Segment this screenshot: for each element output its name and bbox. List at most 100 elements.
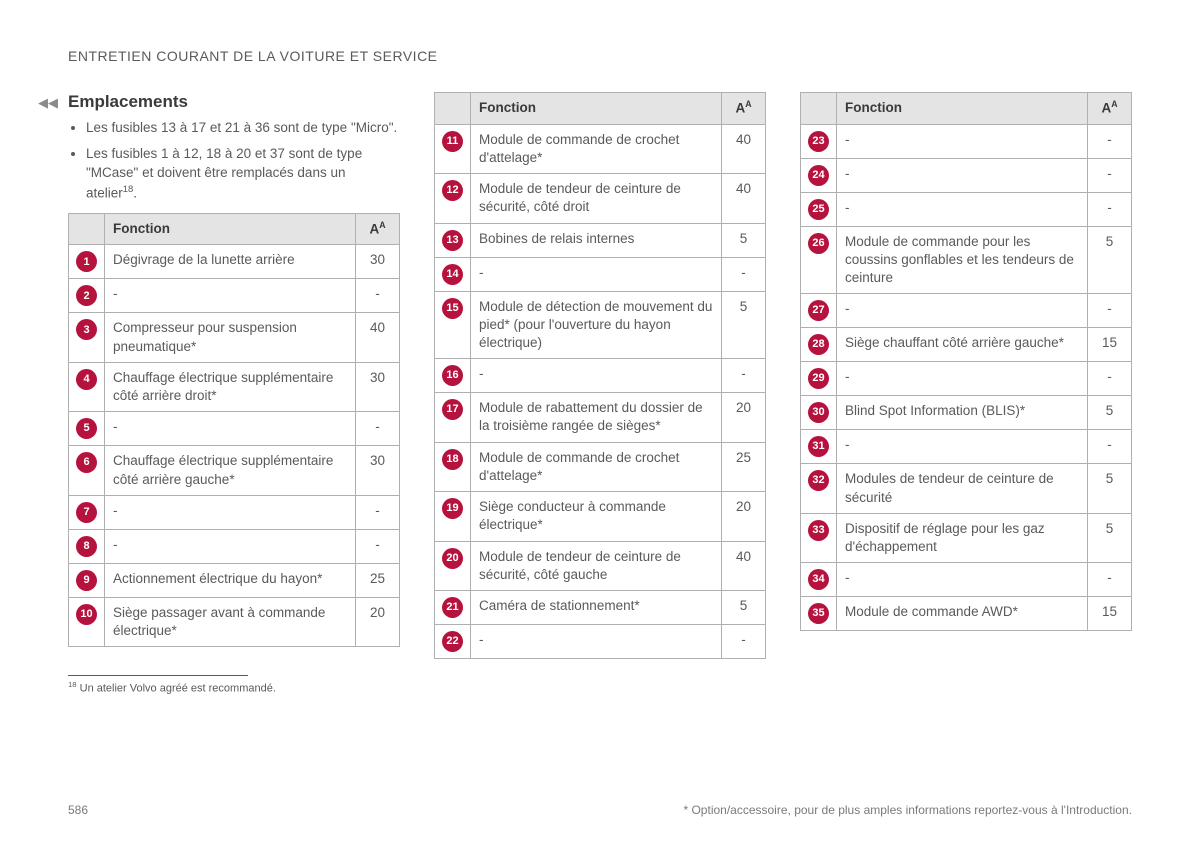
section-title: Emplacements	[68, 92, 188, 112]
fuse-function-cell: -	[105, 495, 356, 529]
fuse-number-cell: 22	[435, 625, 471, 659]
fuse-number-cell: 30	[801, 396, 837, 430]
fuse-amp-cell: 5	[1088, 396, 1132, 430]
fuse-amp-cell: -	[356, 279, 400, 313]
fuse-function-cell: Siège passager avant à commande électriq…	[105, 597, 356, 646]
fuse-badge: 18	[442, 449, 463, 470]
table-row: 13Bobines de relais internes5	[435, 223, 766, 257]
table-row: 31--	[801, 430, 1132, 464]
fuse-function-cell: Module de tendeur de ceinture de sécurit…	[471, 174, 722, 223]
fuse-number-cell: 5	[69, 412, 105, 446]
fuse-number-cell: 25	[801, 192, 837, 226]
table-row: 12Module de tendeur de ceinture de sécur…	[435, 174, 766, 223]
fuse-function-cell: -	[837, 430, 1088, 464]
table-row: 32 Modules de tendeur de ceinture de sécu…	[801, 464, 1132, 513]
table-row: 7--	[69, 495, 400, 529]
table-row: 8--	[69, 529, 400, 563]
fuse-number-cell: 6	[69, 446, 105, 495]
fuse-number-cell: 24	[801, 158, 837, 192]
fuse-badge: 8	[76, 536, 97, 557]
fuse-number-cell: 17	[435, 393, 471, 442]
fuse-badge: 35	[808, 603, 829, 624]
table-row: 5--	[69, 412, 400, 446]
fuse-badge: 5	[76, 418, 97, 439]
fuse-function-cell: Module de commande AWD*	[837, 597, 1088, 631]
footer-note: * Option/accessoire, pour de plus amples…	[683, 803, 1132, 817]
fuse-badge: 9	[76, 570, 97, 591]
fuse-number-cell: 1	[69, 245, 105, 279]
fuse-badge: 10	[76, 604, 97, 625]
fuse-table-1: Fonction AA 1Dégivrage de la lunette arr…	[68, 213, 400, 647]
fuse-badge: 11	[442, 131, 463, 152]
fuse-amp-cell: 30	[356, 245, 400, 279]
table-row: 28Siège chauffant côté arrière gauche*15	[801, 328, 1132, 362]
table-row: 4Chauffage électrique supplémentaire côt…	[69, 362, 400, 411]
fuse-amp-cell: -	[356, 529, 400, 563]
table-row: 10 Siège passager avant à commande électr…	[69, 597, 400, 646]
fuse-badge: 17	[442, 399, 463, 420]
fuse-badge: 16	[442, 365, 463, 386]
fuse-number-cell: 11	[435, 124, 471, 173]
col-head-amp: AA	[356, 213, 400, 245]
bullet-item: Les fusibles 13 à 17 et 21 à 36 sont de …	[86, 118, 400, 138]
fuse-amp-cell: -	[722, 257, 766, 291]
fuse-number-cell: 16	[435, 359, 471, 393]
footnote-ref: 18	[123, 184, 134, 195]
fuse-function-cell: -	[471, 257, 722, 291]
col-head-amp: AA	[1088, 93, 1132, 125]
footnote: 18 Un atelier Volvo agréé est recommandé…	[68, 680, 400, 695]
fuse-badge: 28	[808, 334, 829, 355]
fuse-function-cell: Modules de tendeur de ceinture de sécuri…	[837, 464, 1088, 513]
fuse-number-cell: 18	[435, 442, 471, 491]
fuse-amp-cell: -	[356, 495, 400, 529]
page-header: ENTRETIEN COURANT DE LA VOITURE ET SERVI…	[68, 48, 1132, 64]
table-row: 18 Module de commande de crochet d'attela…	[435, 442, 766, 491]
fuse-badge: 24	[808, 165, 829, 186]
fuse-badge: 32	[808, 470, 829, 491]
fuse-amp-cell: -	[722, 359, 766, 393]
fuse-amp-cell: 5	[1088, 226, 1132, 294]
table-row: 22--	[435, 625, 766, 659]
fuse-function-cell: Module de commande de crochet d'attelage…	[471, 442, 722, 491]
fuse-number-cell: 35	[801, 597, 837, 631]
fuse-badge: 3	[76, 319, 97, 340]
col-head-amp: AA	[722, 93, 766, 125]
table-row: 16--	[435, 359, 766, 393]
fuse-amp-cell: 5	[1088, 464, 1132, 513]
table-row: 1Dégivrage de la lunette arrière30	[69, 245, 400, 279]
fuse-function-cell: Blind Spot Information (BLIS)*	[837, 396, 1088, 430]
fuse-function-cell: -	[837, 563, 1088, 597]
table-row: 3Compresseur pour suspension pneumatique…	[69, 313, 400, 362]
table-row: 34--	[801, 563, 1132, 597]
fuse-badge: 21	[442, 597, 463, 618]
fuse-function-cell: Module de commande de crochet d'attelage…	[471, 124, 722, 173]
fuse-badge: 23	[808, 131, 829, 152]
fuse-function-cell: -	[105, 279, 356, 313]
col-head-function: Fonction	[837, 93, 1088, 125]
fuse-amp-cell: -	[356, 412, 400, 446]
fuse-amp-cell: -	[1088, 294, 1132, 328]
fuse-badge: 22	[442, 631, 463, 652]
fuse-number-cell: 9	[69, 563, 105, 597]
fuse-function-cell: Dispositif de réglage pour les gaz d'éch…	[837, 513, 1088, 562]
fuse-amp-cell: 25	[722, 442, 766, 491]
fuse-badge: 1	[76, 251, 97, 272]
fuse-amp-cell: 15	[1088, 597, 1132, 631]
table-row: 21Caméra de stationnement*5	[435, 591, 766, 625]
fuse-function-cell: Actionnement électrique du hayon*	[105, 563, 356, 597]
bullet-list: Les fusibles 13 à 17 et 21 à 36 sont de …	[86, 118, 400, 203]
fuse-badge: 29	[808, 368, 829, 389]
fuse-table-3: Fonction AA 23--24--25--26Module de comm…	[800, 92, 1132, 631]
col-head-num	[69, 213, 105, 245]
fuse-function-cell: Caméra de stationnement*	[471, 591, 722, 625]
fuse-function-cell: -	[105, 529, 356, 563]
fuse-amp-cell: 15	[1088, 328, 1132, 362]
fuse-number-cell: 23	[801, 124, 837, 158]
fuse-number-cell: 12	[435, 174, 471, 223]
fuse-number-cell: 19	[435, 492, 471, 541]
page-footer: 586 * Option/accessoire, pour de plus am…	[68, 803, 1132, 817]
fuse-number-cell: 4	[69, 362, 105, 411]
fuse-function-cell: -	[105, 412, 356, 446]
fuse-number-cell: 8	[69, 529, 105, 563]
fuse-number-cell: 14	[435, 257, 471, 291]
